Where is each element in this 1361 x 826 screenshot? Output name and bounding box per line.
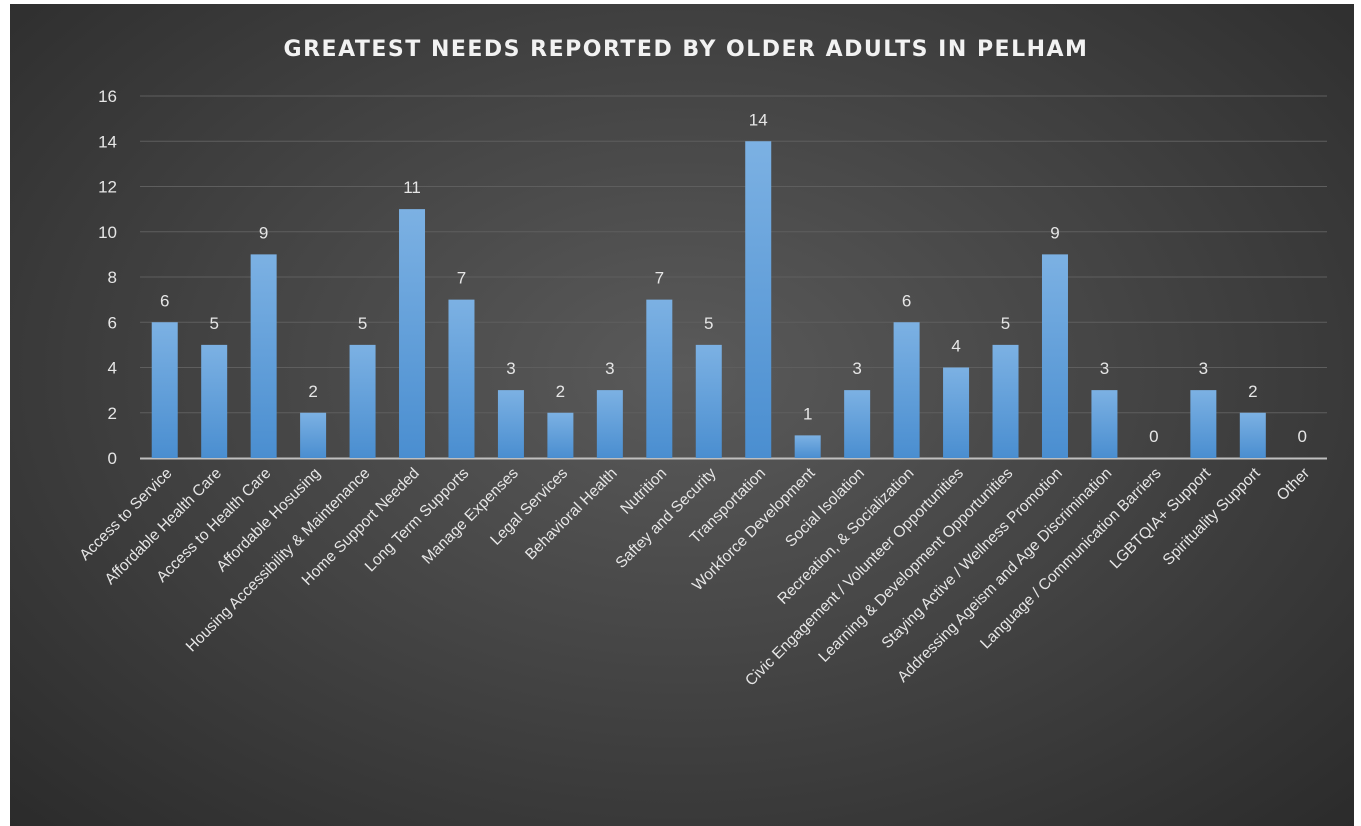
data-label: 7 [655,269,664,288]
bar-chart: GREATEST NEEDS REPORTED BY OLDER ADULTS … [76,37,1327,689]
data-label: 0 [1298,427,1307,446]
y-tick-label: 8 [108,268,117,287]
y-tick-label: 12 [98,178,117,197]
bar [497,390,524,458]
bar [745,141,772,458]
x-category-label: Manage Expenses [419,465,522,568]
bar [399,209,426,458]
bars [151,141,1266,458]
bar [893,322,920,458]
bar [547,412,574,458]
data-label: 5 [704,314,713,333]
x-category-label: Access to Service [76,465,175,564]
data-label: 5 [209,314,218,333]
x-category-label: Language / Communication Barriers [977,465,1165,653]
data-label: 5 [1001,314,1010,333]
bar [1091,390,1118,458]
data-label: 3 [506,359,515,378]
y-tick-label: 4 [108,359,117,378]
bar [300,412,327,458]
y-tick-label: 6 [108,313,117,332]
bar [151,322,178,458]
y-tick-label: 16 [98,87,117,106]
bar [596,390,623,458]
data-label: 6 [902,291,911,310]
data-label: 0 [1149,427,1158,446]
x-category-label: Staying Active / Wellness Promotion [879,465,1066,652]
data-label: 14 [749,110,768,129]
chart-area: GREATEST NEEDS REPORTED BY OLDER ADULTS … [10,4,1354,826]
x-category-label: Other [1274,465,1313,504]
y-tick-label: 10 [98,223,117,242]
data-label: 2 [556,382,565,401]
y-tick-label: 14 [98,132,117,151]
bar [794,435,821,458]
bar [250,254,277,458]
bar [646,299,673,458]
x-category-label: Spirituality Support [1160,464,1265,569]
y-axis-ticks: 0 2 4 6 8 10 12 14 16 [98,87,117,468]
y-tick-label: 2 [108,404,117,423]
x-category-label: Behavioral Health [522,465,621,564]
data-label: 3 [605,359,614,378]
bar [1190,390,1217,458]
bar [992,344,1019,458]
bar [943,367,970,458]
bar [448,299,475,458]
data-label: 9 [1050,223,1059,242]
data-label: 11 [403,178,421,197]
bar [349,344,376,458]
gridlines [140,95,1327,460]
chart-title: GREATEST NEEDS REPORTED BY OLDER ADULTS … [284,37,1089,62]
data-label: 3 [1199,359,1208,378]
bar [844,390,871,458]
data-label: 2 [308,382,317,401]
data-label: 5 [358,314,367,333]
x-category-label: Housing Accessibility & Maintenance [183,465,374,656]
data-label: 4 [951,337,960,356]
data-label: 9 [259,223,268,242]
data-label: 6 [160,291,169,310]
bar [695,344,722,458]
data-label: 3 [1100,359,1109,378]
data-label: 2 [1248,382,1257,401]
data-labels: 6 5 9 2 5 11 7 3 2 3 7 5 14 1 3 6 4 5 9 3 0 3 2 0 [160,110,1307,446]
data-label: 7 [457,269,466,288]
y-tick-label: 0 [108,449,117,468]
bar [201,344,228,458]
bar [1041,254,1068,458]
data-label: 1 [803,404,812,423]
data-label: 3 [852,359,861,378]
bar [1239,412,1266,458]
